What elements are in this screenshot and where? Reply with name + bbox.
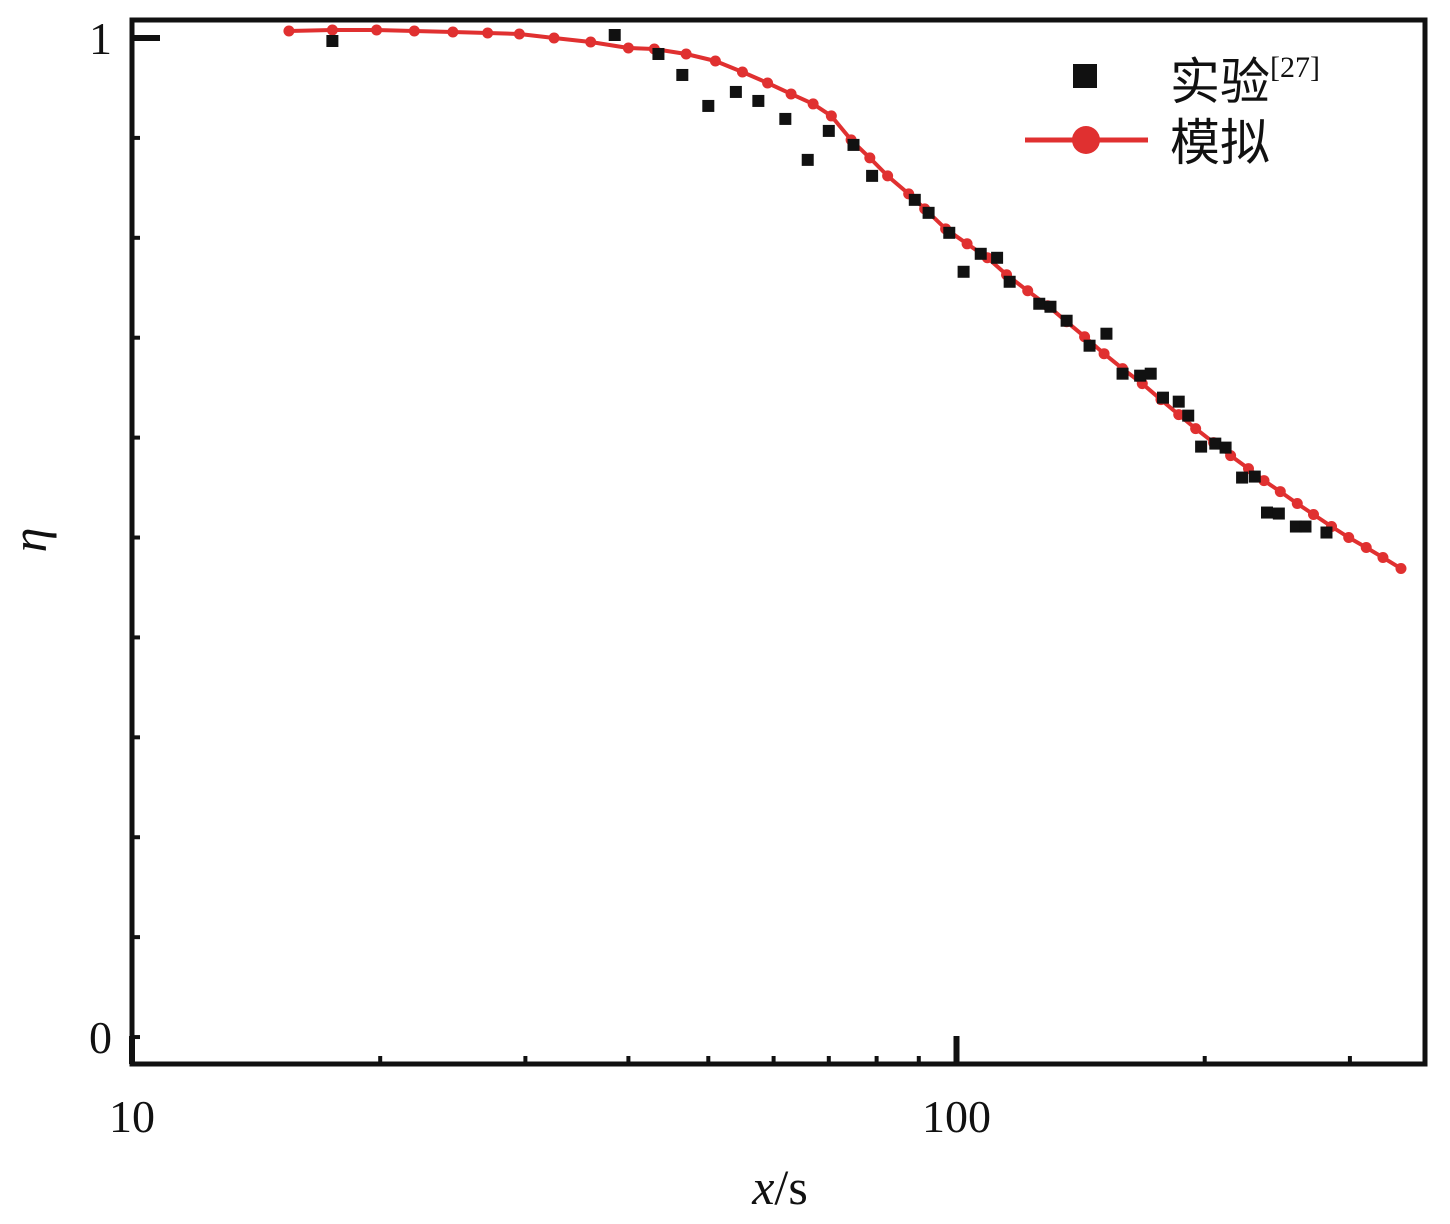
experiment-point: [1209, 437, 1222, 450]
experiment-point: [1044, 300, 1057, 313]
experiment-point: [608, 29, 621, 42]
experiment-point: [957, 265, 970, 278]
legend: 实验[27] 模拟: [1025, 51, 1320, 172]
experiment-point: [1320, 526, 1333, 539]
experiment-point: [943, 226, 956, 239]
experiment-point: [1003, 275, 1016, 288]
simulation-point: [807, 98, 819, 110]
simulation-point: [736, 66, 748, 78]
experiment-point: [779, 112, 792, 125]
experiment-point: [1219, 441, 1232, 454]
experiment-point: [1083, 339, 1096, 352]
experiment-point: [847, 138, 860, 151]
experiment-point: [1182, 409, 1195, 422]
simulation-point: [762, 77, 774, 89]
y-tick-label: 1: [89, 13, 112, 64]
simulation-point: [864, 152, 876, 164]
simulation-point: [1343, 532, 1355, 544]
experiment-series: [326, 29, 1333, 539]
experiment-point: [1033, 297, 1046, 310]
experiment-point: [991, 251, 1004, 264]
simulation-point: [1258, 475, 1270, 487]
simulation-point: [1291, 498, 1303, 510]
simulation-point: [283, 25, 295, 37]
experiment-point: [702, 99, 715, 112]
experiment-point: [1172, 395, 1185, 408]
simulation-point: [585, 36, 597, 48]
x-tick-label: 10: [109, 1091, 155, 1142]
legend-experiment-marker: [1073, 64, 1097, 88]
legend-experiment-label: 实验[27]: [1170, 51, 1320, 111]
simulation-point: [447, 26, 459, 38]
simulation-point: [408, 25, 420, 37]
experiment-point: [801, 153, 814, 166]
x-tick-label: 100: [922, 1091, 991, 1142]
simulation-series: [283, 24, 1407, 574]
experiment-point: [1116, 367, 1129, 380]
minor-ticks: [132, 135, 1352, 1064]
simulation-point: [680, 48, 692, 60]
simulation-point: [326, 24, 338, 36]
experiment-point: [974, 247, 987, 260]
experiment-point: [1100, 327, 1113, 340]
experiment-point: [326, 34, 339, 47]
experiment-point: [729, 85, 742, 98]
simulation-point: [513, 28, 525, 40]
legend-simulation-label: 模拟: [1170, 114, 1270, 172]
experiment-point: [752, 94, 765, 107]
simulation-point: [371, 24, 383, 36]
experiment-point: [908, 193, 921, 206]
legend-simulation-marker: [1072, 126, 1100, 154]
major-ticks: [129, 35, 960, 1064]
experiment-point: [676, 68, 689, 81]
simulation-point: [1098, 348, 1110, 360]
plot-frame: [129, 17, 1428, 1067]
experiment-point: [1299, 520, 1312, 533]
simulation-point: [1307, 509, 1319, 521]
simulation-point: [482, 27, 494, 39]
experiment-point: [1272, 507, 1285, 520]
experiment-point: [1060, 314, 1073, 327]
simulation-point: [622, 42, 634, 54]
simulation-point: [1395, 562, 1407, 574]
simulation-point: [1274, 486, 1286, 498]
y-axis-label: η: [1, 528, 57, 553]
simulation-point: [961, 238, 973, 250]
experiment-point: [922, 206, 935, 219]
simulation-point: [1079, 331, 1091, 343]
y-tick-label: 0: [89, 1012, 112, 1063]
simulation-point: [825, 110, 837, 122]
simulation-point: [548, 32, 560, 44]
experiment-point: [822, 124, 835, 137]
experiment-point: [652, 47, 665, 60]
simulation-point: [1173, 409, 1185, 421]
simulation-point: [1360, 542, 1372, 554]
experiment-point: [1156, 391, 1169, 404]
experiment-point: [1144, 367, 1157, 380]
experiment-point: [1248, 470, 1261, 483]
simulation-point: [709, 55, 721, 67]
simulation-point: [1190, 423, 1202, 435]
experiment-point: [1261, 506, 1274, 519]
simulation-point: [1377, 552, 1389, 564]
simulation-point: [882, 170, 894, 182]
experiment-point: [1134, 369, 1147, 382]
experiment-point: [866, 169, 879, 182]
experiment-point: [1289, 520, 1302, 533]
experiment-point: [1236, 471, 1249, 484]
x-axis-label: x/s: [751, 1159, 808, 1215]
experiment-point: [1195, 440, 1208, 453]
simulation-point: [785, 88, 797, 100]
simulation-point: [1022, 285, 1034, 297]
